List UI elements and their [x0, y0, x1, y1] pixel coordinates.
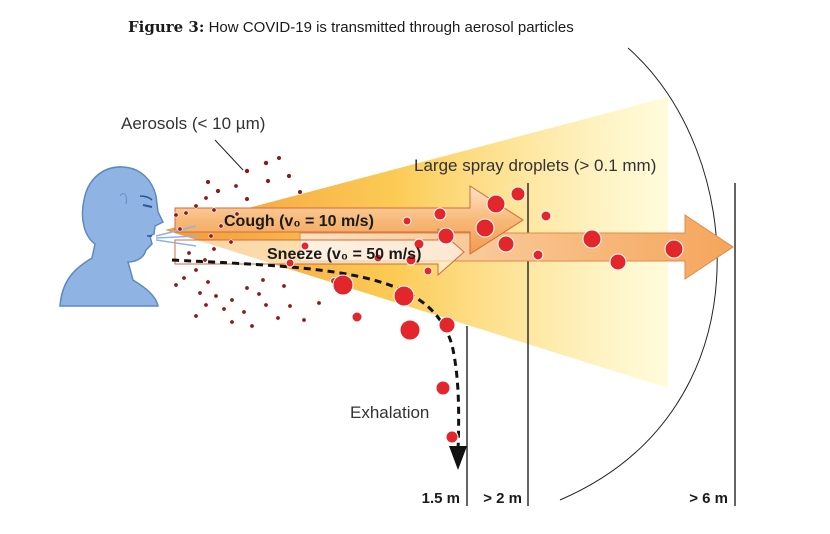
spray-label: Large spray droplets (> 0.1 mm)	[414, 156, 656, 175]
distance-label-6m: > 6 m	[689, 490, 728, 507]
spray-droplets	[285, 186, 684, 444]
exhalation-path	[171, 258, 461, 453]
exhalation-label: Exhalation	[350, 403, 429, 422]
figure-title: Figure 3: How COVID-19 is transmitted th…	[128, 18, 574, 36]
aerosol-dots	[173, 155, 322, 329]
sneeze-label: Sneeze (v₀ = 50 m/s)	[267, 246, 421, 263]
cough-label: Cough (v₀ = 10 m/s)	[224, 213, 374, 230]
person-head	[59, 166, 199, 307]
distance-label-2m: > 2 m	[483, 490, 522, 507]
exhalation-arrowhead	[449, 446, 467, 470]
aerosols-pointer	[214, 139, 244, 171]
distance-label-1-5m: 1.5 m	[422, 490, 460, 507]
figure-number: Figure 3:	[128, 18, 205, 36]
six-meter-arc	[559, 47, 718, 501]
cough-arrow	[174, 185, 524, 255]
figure-caption: How COVID-19 is transmitted through aero…	[208, 19, 574, 36]
aerosols-label: Aerosols (< 10 µm)	[121, 114, 265, 133]
